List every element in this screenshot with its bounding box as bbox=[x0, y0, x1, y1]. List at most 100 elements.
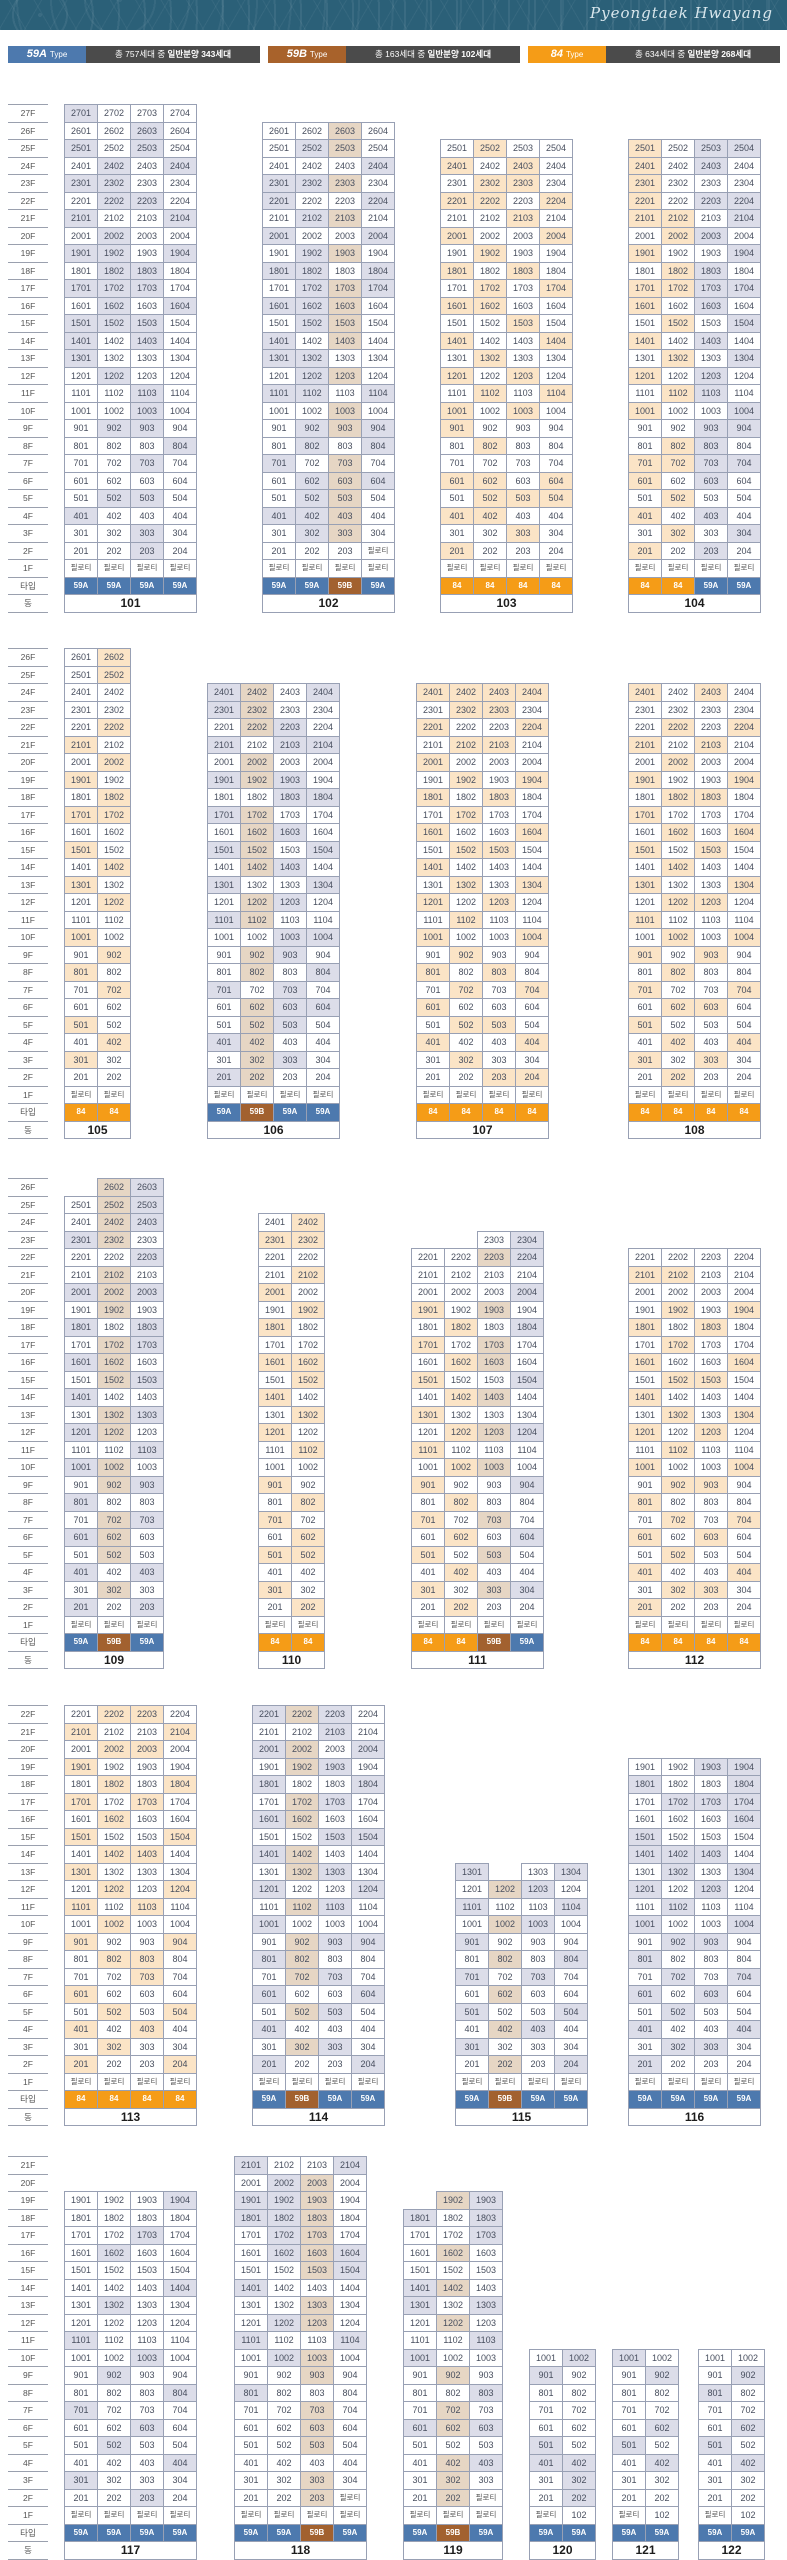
unit-cell: 1203 bbox=[506, 366, 540, 385]
unit-cell: 1102 bbox=[444, 1440, 478, 1459]
unit-cell: 303 bbox=[130, 2471, 164, 2490]
unit-cell: 1401 bbox=[252, 1845, 286, 1864]
unit-cell: 703 bbox=[130, 1967, 164, 1986]
floor-label: 2F bbox=[8, 542, 48, 560]
unit-cell: 301 bbox=[64, 1050, 98, 1069]
unit-cell: 903 bbox=[694, 945, 728, 964]
unit-cell: 2002 bbox=[285, 1740, 319, 1759]
unit-cell: 1802 bbox=[473, 261, 507, 280]
unit-cell: 1502 bbox=[291, 1370, 325, 1389]
unit-cell: 901 bbox=[440, 419, 474, 438]
unit-cell: 2101 bbox=[262, 209, 296, 228]
piloti-cell: 필로티 bbox=[521, 2072, 555, 2091]
unit-cell: 1503 bbox=[694, 1370, 728, 1389]
unit-cell: 503 bbox=[469, 2436, 503, 2455]
unit-cell: 1803 bbox=[482, 788, 516, 807]
floor-label: 13F bbox=[8, 1863, 48, 1881]
unit-cell: 404 bbox=[351, 2020, 385, 2039]
unit-cell: 1101 bbox=[403, 2331, 437, 2350]
unit-cell: 1204 bbox=[727, 1880, 761, 1899]
unit-cell: 201 bbox=[64, 1068, 98, 1087]
unit-cell: 2201 bbox=[411, 1248, 445, 1267]
unit-cell: 2102 bbox=[449, 735, 483, 754]
floor-label: 4F bbox=[8, 1563, 48, 1582]
unit-cell: 2001 bbox=[411, 1283, 445, 1302]
unit-cell: 1804 bbox=[727, 1318, 761, 1337]
building-116: 1901 1902 1903 1904 1801 1802 1803 1804 1701 1702… bbox=[628, 1757, 761, 2126]
unit-cell: 201 bbox=[403, 2488, 437, 2507]
unit-cell: 1502 bbox=[97, 2261, 131, 2280]
unit-cell: 1402 bbox=[267, 2278, 301, 2297]
unit-cell: 402 bbox=[661, 2020, 695, 2039]
unit-cell: 804 bbox=[727, 1950, 761, 1969]
unit-cell: 2404 bbox=[163, 156, 197, 175]
unit-cell: 504 bbox=[163, 2436, 197, 2455]
unit-cell: 1103 bbox=[482, 910, 516, 929]
floor-label: 20F bbox=[8, 753, 48, 772]
unit-cell: 2304 bbox=[361, 174, 395, 193]
unit-cell: 1401 bbox=[628, 331, 662, 350]
unit-cell: 1404 bbox=[727, 858, 761, 877]
unit-cell: 1101 bbox=[64, 910, 98, 929]
unit-cell: 1502 bbox=[444, 1370, 478, 1389]
unit-cell: 2103 bbox=[694, 209, 728, 228]
unit-cell: 1401 bbox=[64, 1845, 98, 1864]
building-number: 103 bbox=[440, 594, 573, 613]
piloti-cell: 필로티 bbox=[661, 559, 695, 578]
unit-cell: 903 bbox=[694, 419, 728, 438]
unit-cell: 1602 bbox=[661, 1810, 695, 1829]
unit-cell: 1501 bbox=[64, 1370, 98, 1389]
unit-cell: 301 bbox=[628, 1050, 662, 1069]
unit-cell: 1201 bbox=[258, 1423, 292, 1442]
unit-cell: 1601 bbox=[252, 1810, 286, 1829]
floor-label: 2F bbox=[8, 1068, 48, 1087]
unit-cell: 1101 bbox=[64, 1897, 98, 1916]
unit-cell: 204 bbox=[163, 2488, 197, 2507]
floor-label: 13F bbox=[8, 2296, 48, 2315]
unit-cell: 1402 bbox=[449, 858, 483, 877]
floor-label: 1F bbox=[8, 2506, 48, 2525]
unit-cell: 2302 bbox=[449, 700, 483, 719]
unit-cell: 1402 bbox=[240, 858, 274, 877]
floor-label: 21F bbox=[8, 2156, 48, 2175]
floor-label: 19F bbox=[8, 1301, 48, 1319]
floor-label: 12F bbox=[8, 893, 48, 912]
unit-cell: 2003 bbox=[506, 226, 540, 245]
unit-cell: 1403 bbox=[130, 1845, 164, 1864]
unit-cell: 1201 bbox=[64, 366, 98, 385]
unit-cell: 1803 bbox=[130, 2208, 164, 2227]
type-cell: 84 bbox=[694, 1103, 728, 1122]
piloti-cell: 필로티 bbox=[130, 1615, 164, 1634]
unit-cell: 1001 bbox=[64, 928, 98, 947]
building-number: 106 bbox=[207, 1120, 340, 1139]
piloti-cell: 필로티 bbox=[306, 1085, 340, 1104]
type-cell: 84 bbox=[628, 1633, 662, 1652]
piloti-cell: 필로티 bbox=[130, 559, 164, 578]
unit-cell: 602 bbox=[562, 2418, 596, 2437]
piloti-cell: 필로티 bbox=[97, 1085, 131, 1104]
unit-cell: 702 bbox=[661, 980, 695, 999]
unit-cell: 501 bbox=[440, 489, 474, 508]
unit-cell: 503 bbox=[130, 2436, 164, 2455]
unit-cell: 301 bbox=[252, 2037, 286, 2056]
floor-axis: 21F 20F 19F 18F 17F 16F 15F 14F 13F 12F 11F 10F 9F 8F… bbox=[8, 2156, 48, 2560]
unit-cell: 603 bbox=[130, 471, 164, 490]
unit-cell: 204 bbox=[306, 1068, 340, 1087]
unit-cell: 1401 bbox=[64, 1388, 98, 1407]
unit-cell: 1803 bbox=[130, 1318, 164, 1337]
piloti-cell: 필로티 bbox=[403, 2506, 437, 2525]
unit-cell: 1003 bbox=[328, 401, 362, 420]
unit-cell: 2304 bbox=[539, 174, 573, 193]
unit-cell: 404 bbox=[510, 1563, 544, 1582]
unit-cell: 1504 bbox=[163, 314, 197, 333]
unit-cell: 2002 bbox=[97, 1283, 131, 1302]
unit-cell: 702 bbox=[97, 1510, 131, 1529]
unit-cell: 1702 bbox=[97, 805, 131, 824]
unit-cell: 1803 bbox=[477, 1318, 511, 1337]
floor-axis: 27F 26F 25F 24F 23F 22F 21F 20F 19F 18F 17F 16F 15F 1… bbox=[8, 104, 48, 613]
unit-cell: 2404 bbox=[306, 683, 340, 702]
unit-cell: 2003 bbox=[694, 1283, 728, 1302]
type-cell: 59B bbox=[488, 2090, 522, 2109]
unit-cell: 2104 bbox=[163, 1722, 197, 1741]
unit-cell: 2403 bbox=[328, 156, 362, 175]
